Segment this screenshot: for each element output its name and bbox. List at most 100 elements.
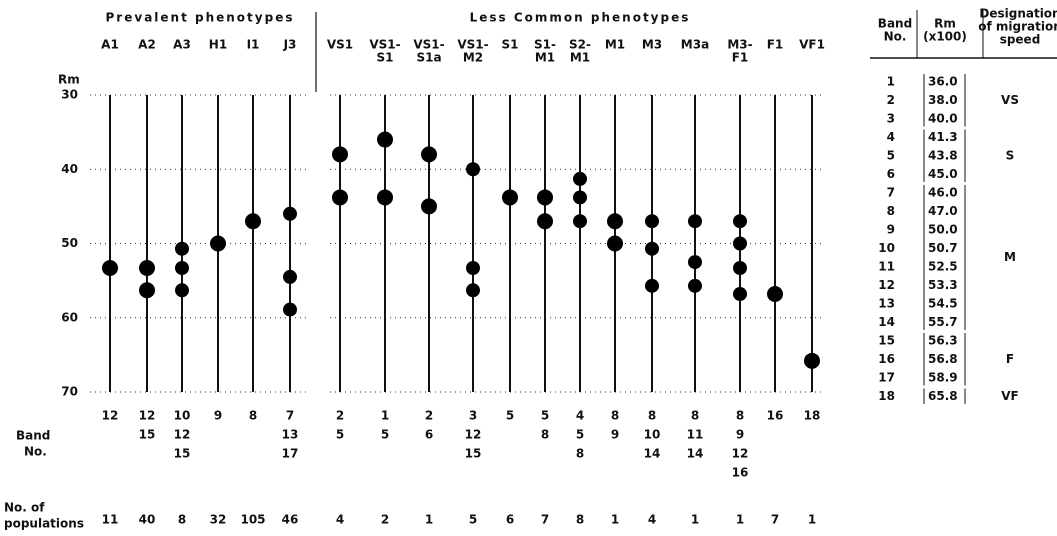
- table-band: 12: [878, 278, 895, 292]
- population-count: 5: [469, 513, 477, 527]
- table-rm: 56.8: [928, 352, 958, 366]
- band-number: 11: [687, 428, 704, 442]
- phenotype-name: VS1-: [457, 38, 488, 52]
- population-count: 1: [425, 513, 433, 527]
- band: [466, 162, 480, 177]
- table-rm: 50.0: [928, 223, 958, 237]
- phenotype-name: VS1-: [369, 38, 400, 52]
- population-count: 1: [808, 513, 816, 527]
- band-number: 9: [736, 428, 744, 442]
- table-rm: 52.5: [928, 260, 958, 274]
- band: [175, 261, 189, 276]
- band: [645, 278, 659, 293]
- population-count: 1: [611, 513, 619, 527]
- phenotype-name: M1: [605, 38, 625, 52]
- band: [421, 146, 437, 163]
- table-rm: 50.7: [928, 241, 958, 255]
- table-band: 8: [887, 204, 895, 218]
- band: [573, 171, 587, 186]
- table-rm: 56.3: [928, 334, 958, 348]
- band-number: 8: [576, 447, 584, 461]
- band-number: 5: [541, 409, 549, 423]
- table-band: 2: [887, 93, 895, 107]
- phenotype-name: A3: [173, 38, 191, 52]
- table-header: (x100): [923, 30, 967, 44]
- table-rm: 53.3: [928, 278, 958, 292]
- band-number: 9: [611, 428, 619, 442]
- table-rm: 41.3: [928, 130, 958, 144]
- phenotype-name: F1: [767, 38, 784, 52]
- band: [733, 261, 747, 276]
- designation: VF: [1001, 389, 1018, 403]
- band-number: 2: [425, 409, 433, 423]
- band-number: 18: [804, 409, 821, 423]
- band: [283, 302, 297, 317]
- phenotype-name: M3a: [681, 38, 709, 52]
- population-count: 2: [381, 513, 389, 527]
- table-rm: 46.0: [928, 186, 958, 200]
- band: [733, 214, 747, 229]
- band: [688, 214, 702, 229]
- axis-label: Rm: [58, 73, 80, 87]
- band-number: 8: [691, 409, 699, 423]
- population-count: 6: [506, 513, 514, 527]
- table-rm: 38.0: [928, 93, 958, 107]
- population-count: 1: [736, 513, 744, 527]
- band-number: 16: [732, 466, 749, 480]
- population-count: 8: [576, 513, 584, 527]
- band-number: 6: [425, 428, 433, 442]
- phenotype-name: M1: [570, 51, 590, 65]
- band-number: 12: [139, 409, 156, 423]
- phenotype-name: I1: [247, 38, 260, 52]
- phenotype-name: H1: [209, 38, 227, 52]
- table-band: 17: [878, 371, 895, 385]
- band: [421, 198, 437, 215]
- band-number: 8: [611, 409, 619, 423]
- table-rm: 36.0: [928, 75, 958, 89]
- band-number: 1: [381, 409, 389, 423]
- population-count: 4: [336, 513, 344, 527]
- band-number: 14: [644, 447, 661, 461]
- band-number: 4: [576, 409, 584, 423]
- band-number: 12: [102, 409, 119, 423]
- band: [607, 235, 623, 252]
- band: [377, 131, 393, 148]
- band-number: 14: [687, 447, 704, 461]
- population-count: 7: [771, 513, 779, 527]
- band-number: 15: [465, 447, 482, 461]
- band: [537, 213, 553, 230]
- band-number: 8: [648, 409, 656, 423]
- band: [645, 241, 659, 256]
- band: [139, 282, 155, 299]
- phenotype-name: M2: [463, 51, 483, 65]
- population-count: 105: [240, 513, 265, 527]
- table-header: Designation: [979, 7, 1057, 21]
- band: [245, 213, 261, 230]
- band: [210, 235, 226, 252]
- band-number: 13: [282, 428, 299, 442]
- population-count: 7: [541, 513, 549, 527]
- table-header: Rm: [934, 17, 956, 31]
- phenotype-name: VS1: [327, 38, 353, 52]
- phenotype-name: A1: [101, 38, 119, 52]
- phenotype-name: S1: [502, 38, 519, 52]
- population-count: 46: [282, 513, 299, 527]
- row-label: No. of: [4, 501, 45, 515]
- table-header: of migration: [978, 20, 1057, 34]
- band: [466, 283, 480, 298]
- table-band: 11: [878, 260, 895, 274]
- band-number: 5: [576, 428, 584, 442]
- designation: F: [1006, 352, 1014, 366]
- band: [804, 352, 820, 369]
- phenotype-name: S1: [377, 51, 394, 65]
- band: [645, 214, 659, 229]
- band: [502, 189, 518, 206]
- tick-label: 50: [61, 236, 78, 250]
- table-band: 9: [887, 223, 895, 237]
- tick-label: 30: [61, 88, 78, 102]
- designation: M: [1004, 250, 1016, 264]
- band: [607, 213, 623, 230]
- band-number: 12: [732, 447, 749, 461]
- table-rm: 58.9: [928, 371, 958, 385]
- table-band: 13: [878, 297, 895, 311]
